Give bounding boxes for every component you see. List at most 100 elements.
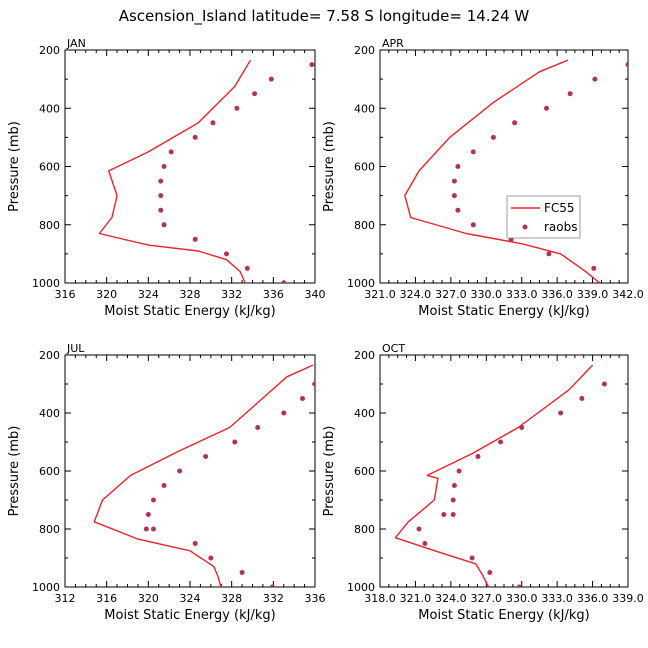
jan-y-tick-label: 400 bbox=[39, 102, 60, 115]
oct-raobs-point bbox=[450, 497, 456, 503]
apr-y-axis-label: Pressure (mb) bbox=[322, 121, 337, 212]
oct-raobs-point bbox=[416, 526, 422, 532]
apr-x-tick-label: 321.0 bbox=[364, 288, 396, 301]
apr-raobs-point bbox=[451, 178, 457, 184]
oct-y-tick-label: 800 bbox=[354, 523, 375, 536]
jan-y-tick-label: 600 bbox=[39, 161, 60, 174]
jan-data-layer bbox=[98, 59, 315, 283]
oct-plot-frame bbox=[379, 354, 629, 588]
panel-oct: OCT 318.0 321.0 324.0 327.0 330.0 333.0 336.0 33… bbox=[322, 342, 644, 623]
jul-x-tick-label: 312 bbox=[55, 592, 76, 605]
oct-raobs-point bbox=[558, 410, 564, 416]
apr-raobs-point bbox=[455, 164, 461, 169]
oct-raobs-point bbox=[498, 439, 503, 445]
jan-raobs-point bbox=[158, 193, 164, 199]
figure-title: Ascension_Island latitude= 7.58 S longit… bbox=[119, 7, 530, 26]
oct-raobs-point bbox=[519, 425, 525, 430]
jan-x-tick-label: 320 bbox=[96, 288, 117, 301]
apr-x-tick-label: 342.0 bbox=[612, 288, 644, 301]
oct-y-tick-label: 400 bbox=[354, 407, 375, 420]
apr-raobs-point bbox=[470, 222, 476, 228]
jan-raobs-point bbox=[234, 105, 240, 111]
jan-x-tick-label: 336 bbox=[263, 288, 284, 301]
jul-raobs-point bbox=[145, 512, 151, 517]
jan-y-tick-label: 1000 bbox=[32, 277, 60, 290]
oct-x-tick-label: 318.0 bbox=[364, 592, 396, 605]
jan-x-tick-label: 332 bbox=[221, 288, 242, 301]
apr-x-tick-label: 333.0 bbox=[506, 288, 538, 301]
apr-fc55-line bbox=[404, 59, 601, 283]
panel-jan: JAN 316 320 324 328 332 336 340 200 400 600 800 1000… bbox=[7, 37, 326, 319]
oct-x-tick-label: 333.0 bbox=[541, 592, 573, 605]
oct-y-tick-label: 600 bbox=[354, 465, 375, 478]
jul-raobs-point bbox=[192, 541, 198, 546]
apr-x-tick-label: 324.0 bbox=[400, 288, 432, 301]
jan-raobs-point bbox=[158, 207, 164, 213]
jul-raobs-point bbox=[143, 526, 149, 532]
jul-raobs-point bbox=[151, 497, 156, 503]
oct-raobs-point bbox=[469, 555, 475, 561]
jan-x-tick-label: 340 bbox=[305, 288, 326, 301]
apr-y-tick-label: 1000 bbox=[347, 277, 375, 290]
jul-panel-label: JUL bbox=[66, 342, 85, 355]
apr-data-layer bbox=[404, 59, 635, 286]
jul-raobs-point bbox=[312, 381, 315, 387]
oct-y-tick-label: 1000 bbox=[347, 581, 375, 594]
oct-x-tick-label: 324.0 bbox=[435, 592, 467, 605]
jul-raobs-point bbox=[281, 410, 287, 416]
jan-raobs-point bbox=[281, 280, 287, 283]
apr-plot-frame bbox=[379, 49, 629, 284]
oct-raobs-point bbox=[579, 396, 585, 401]
oct-raobs-point bbox=[456, 468, 462, 474]
panel-apr: APR 321.0 324.0 327.0 330.0 333.0 336.0 339.0 34… bbox=[322, 37, 644, 319]
oct-y-tick-label: 200 bbox=[354, 349, 375, 362]
jan-x-tick-label: 316 bbox=[55, 288, 76, 301]
jul-y-tick-label: 800 bbox=[39, 523, 60, 536]
jan-raobs-point bbox=[224, 251, 229, 257]
jan-raobs-point bbox=[161, 164, 167, 169]
oct-x-tick-label: 330.0 bbox=[506, 592, 538, 605]
jul-x-tick-label: 336 bbox=[305, 592, 326, 605]
legend-obs-marker bbox=[522, 224, 528, 230]
apr-y-tick-label: 400 bbox=[354, 102, 375, 115]
oct-panel-label: OCT bbox=[382, 342, 405, 355]
apr-x-tick-label: 330.0 bbox=[471, 288, 503, 301]
jul-x-tick-label: 328 bbox=[221, 592, 242, 605]
oct-raobs-point bbox=[422, 541, 428, 546]
jan-x-tick-label: 328 bbox=[180, 288, 201, 301]
jul-x-tick-label: 316 bbox=[96, 592, 117, 605]
oct-raobs-point bbox=[441, 512, 447, 517]
apr-raobs-point bbox=[567, 91, 573, 97]
apr-x-axis-label: Moist Static Energy (kJ/kg) bbox=[418, 304, 589, 319]
jan-raobs-point bbox=[168, 149, 174, 155]
jul-y-tick-label: 1000 bbox=[32, 581, 60, 594]
jul-raobs-point bbox=[269, 584, 275, 587]
apr-raobs-point bbox=[451, 193, 457, 199]
jul-raobs-point bbox=[177, 468, 183, 474]
jul-y-axis-label: Pressure (mb) bbox=[7, 426, 22, 517]
oct-raobs-point bbox=[516, 584, 522, 587]
apr-raobs-point bbox=[512, 120, 518, 126]
jan-raobs-point bbox=[161, 222, 167, 228]
oct-fc55-line bbox=[394, 364, 594, 587]
apr-raobs-point bbox=[591, 265, 597, 271]
legend: FC55 raobs bbox=[506, 195, 581, 239]
jan-raobs-point bbox=[309, 62, 315, 68]
panel-jul: JUL 312 316 320 324 328 332 336 200 400 600 800 1000… bbox=[7, 342, 326, 623]
jul-x-tick-label: 324 bbox=[180, 592, 201, 605]
jan-raobs-point bbox=[192, 134, 198, 140]
apr-raobs-point bbox=[546, 251, 552, 257]
apr-raobs-point bbox=[490, 134, 496, 140]
jan-x-tick-label: 324 bbox=[138, 288, 159, 301]
oct-data-layer bbox=[394, 364, 607, 587]
jul-raobs-point bbox=[239, 570, 245, 575]
apr-raobs-point bbox=[630, 281, 635, 286]
jan-raobs-point bbox=[252, 91, 258, 97]
jul-data-layer bbox=[93, 364, 315, 587]
jan-x-axis-label: Moist Static Energy (kJ/kg) bbox=[104, 304, 275, 319]
oct-raobs-point bbox=[450, 512, 456, 517]
jul-raobs-point bbox=[161, 483, 167, 488]
apr-raobs-point bbox=[544, 105, 549, 111]
apr-x-tick-label: 327.0 bbox=[435, 288, 467, 301]
